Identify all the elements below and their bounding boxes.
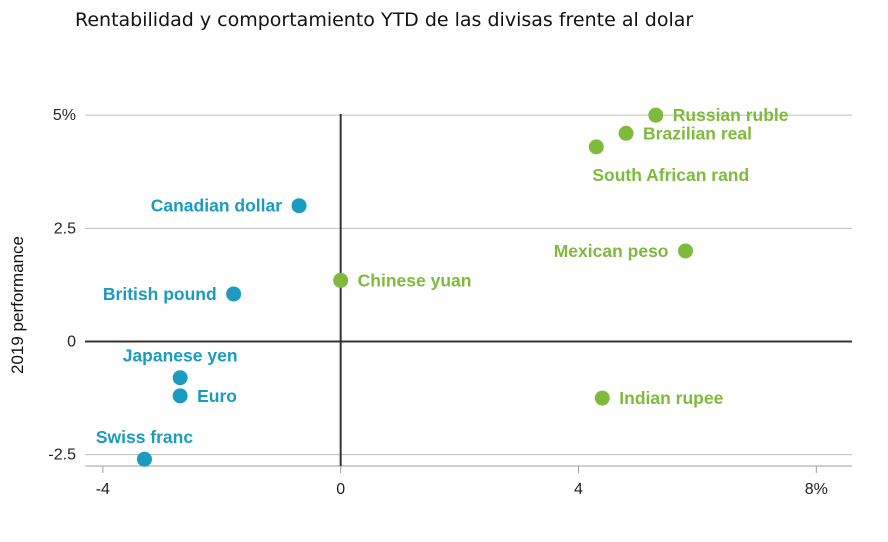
data-point [172,370,188,386]
y-tick-label: -2.5 [48,447,76,464]
data-point [333,272,349,288]
data-point [172,388,188,404]
data-point [618,125,634,141]
data-point [136,451,152,467]
point-label: Russian ruble [673,105,789,125]
chart-title: Rentabilidad y comportamiento YTD de las… [75,9,694,31]
data-point [588,139,604,155]
point-label: Mexican peso [554,241,669,261]
point-label: Chinese yuan [358,270,472,290]
data-point [594,390,610,406]
point-label: Canadian dollar [151,196,282,216]
y-tick-label: 2.5 [54,220,76,237]
x-tick-label: -4 [96,481,110,498]
point-label: South African rand [592,165,749,185]
x-tick-label: 4 [574,481,583,498]
point-label: Euro [197,386,237,406]
data-point [226,286,242,302]
x-tick-label: 8% [805,481,828,498]
point-label: Brazilian real [643,123,752,143]
y-axis-label: 2019 performance [8,236,27,374]
x-tick-label: 0 [336,481,345,498]
data-point [648,107,664,123]
point-label: Japanese yen [123,346,238,366]
point-label: Indian rupee [619,388,723,408]
point-label: Swiss franc [96,427,194,447]
data-point [678,243,694,259]
data-point [291,198,307,214]
axes [85,114,852,473]
grid-lines [85,114,852,456]
y-tick-label: 0 [67,334,76,351]
y-tick-label: 5% [53,107,76,124]
point-label: British pound [103,284,217,304]
tick-labels: 5% 2.5 0 -2.5 -4 0 4 8% [48,107,827,498]
